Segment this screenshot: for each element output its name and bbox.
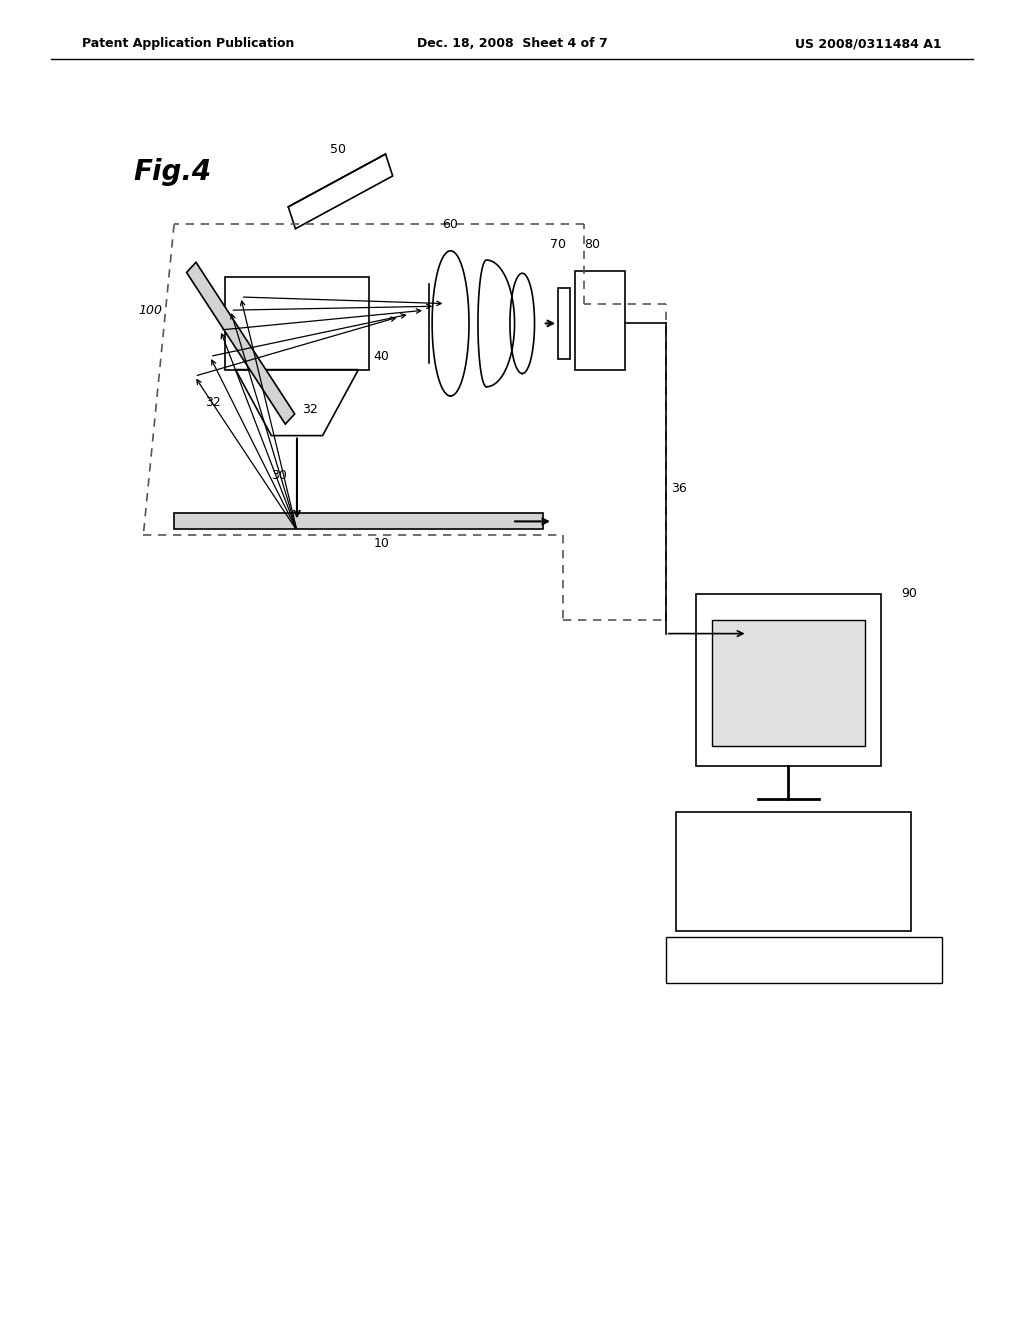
Text: 100: 100: [138, 304, 162, 317]
Text: 36: 36: [671, 482, 686, 495]
Text: Patent Application Publication: Patent Application Publication: [82, 37, 294, 50]
Text: 10: 10: [374, 537, 390, 550]
Bar: [575, 271, 625, 370]
Text: 80: 80: [584, 238, 600, 251]
FancyBboxPatch shape: [676, 812, 911, 931]
Text: 70: 70: [550, 238, 566, 251]
Text: US 2008/0311484 A1: US 2008/0311484 A1: [796, 37, 942, 50]
Text: Fig.4: Fig.4: [133, 157, 211, 186]
Bar: [558, 288, 570, 359]
Text: 30: 30: [271, 469, 288, 482]
Text: 32: 32: [205, 396, 220, 409]
Text: 60: 60: [442, 218, 459, 231]
Text: 50: 50: [330, 143, 346, 156]
Polygon shape: [186, 263, 295, 424]
Text: 40: 40: [374, 350, 390, 363]
Bar: [174, 513, 543, 529]
FancyBboxPatch shape: [666, 937, 942, 983]
Text: Dec. 18, 2008  Sheet 4 of 7: Dec. 18, 2008 Sheet 4 of 7: [417, 37, 607, 50]
Text: 90: 90: [901, 587, 918, 601]
Text: 32: 32: [302, 403, 317, 416]
FancyBboxPatch shape: [712, 620, 865, 746]
FancyBboxPatch shape: [696, 594, 881, 766]
FancyBboxPatch shape: [225, 277, 369, 370]
